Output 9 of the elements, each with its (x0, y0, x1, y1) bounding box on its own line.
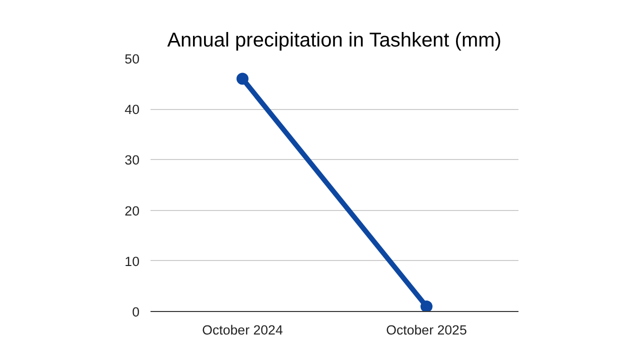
x-tick-label: October 2024 (202, 322, 284, 338)
y-tick-label: 10 (124, 254, 140, 269)
y-tick-label: 40 (124, 102, 140, 118)
y-tick-label: 0 (132, 304, 140, 320)
y-tick-label: 30 (124, 152, 140, 168)
x-tick-label: October 2025 (386, 322, 467, 338)
y-tick-label: 50 (124, 52, 140, 66)
chart-title: Annual precipitation in Tashkent (mm) (167, 30, 502, 52)
y-tick-label: 20 (124, 203, 140, 218)
